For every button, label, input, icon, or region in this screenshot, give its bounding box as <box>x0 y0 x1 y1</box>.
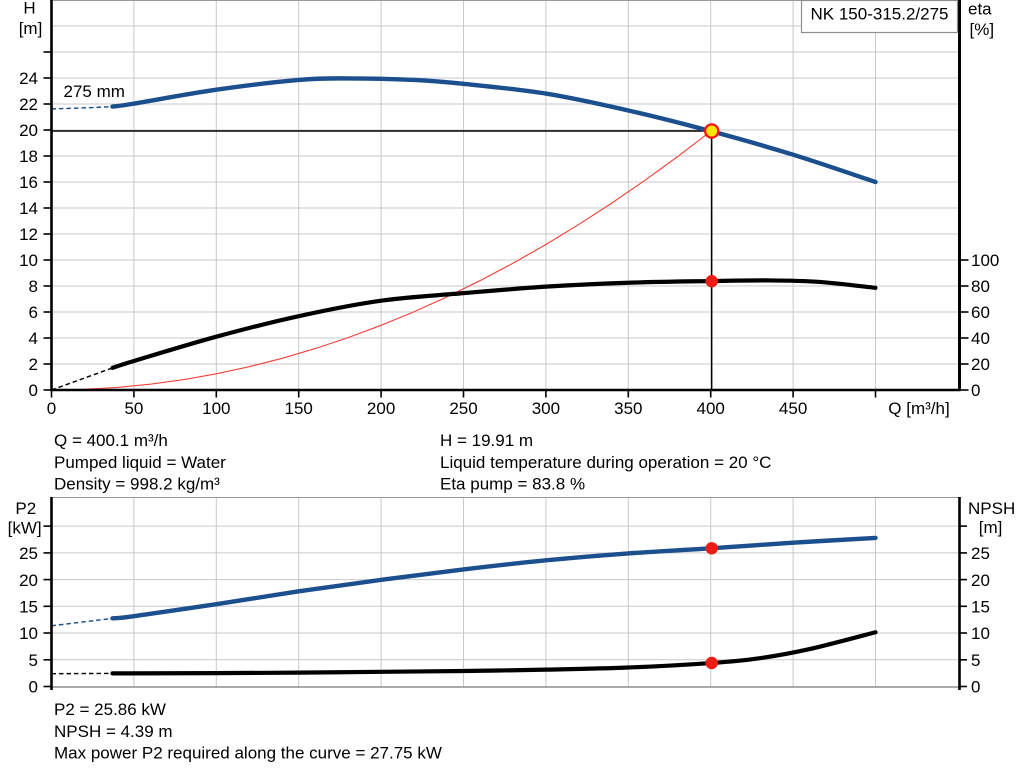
svg-text:350: 350 <box>614 399 642 418</box>
svg-text:6: 6 <box>29 303 38 322</box>
svg-text:P2: P2 <box>15 499 36 518</box>
svg-text:Liquid temperature during oper: Liquid temperature during operation = 20… <box>440 453 771 472</box>
svg-text:[kW]: [kW] <box>8 519 42 538</box>
svg-text:300: 300 <box>532 399 560 418</box>
svg-text:P2 = 25.86 kW: P2 = 25.86 kW <box>54 700 166 719</box>
svg-text:0: 0 <box>29 381 38 400</box>
svg-text:400: 400 <box>697 399 725 418</box>
svg-text:[m]: [m] <box>979 518 1003 537</box>
svg-text:0: 0 <box>29 678 38 697</box>
svg-text:275 mm: 275 mm <box>64 82 125 101</box>
svg-text:200: 200 <box>367 399 395 418</box>
svg-text:14: 14 <box>19 199 38 218</box>
svg-text:60: 60 <box>971 303 990 322</box>
svg-text:0: 0 <box>971 381 980 400</box>
svg-text:Q = 400.1 m³/h: Q = 400.1 m³/h <box>54 431 168 450</box>
svg-text:5: 5 <box>29 651 38 670</box>
svg-text:50: 50 <box>124 399 143 418</box>
svg-text:Q [m³/h]: Q [m³/h] <box>888 399 949 418</box>
svg-text:24: 24 <box>19 69 38 88</box>
svg-text:eta: eta <box>968 0 992 19</box>
svg-text:10: 10 <box>19 251 38 270</box>
svg-text:2: 2 <box>29 355 38 374</box>
svg-text:NK 150-315.2/275: NK 150-315.2/275 <box>811 5 949 24</box>
svg-text:40: 40 <box>971 329 990 348</box>
svg-text:100: 100 <box>202 399 230 418</box>
svg-text:150: 150 <box>285 399 313 418</box>
svg-text:15: 15 <box>971 598 990 617</box>
svg-text:250: 250 <box>449 399 477 418</box>
svg-text:22: 22 <box>19 95 38 114</box>
svg-text:80: 80 <box>971 277 990 296</box>
svg-text:H: H <box>23 0 35 18</box>
svg-text:100: 100 <box>971 251 999 270</box>
svg-text:4: 4 <box>29 329 38 348</box>
svg-text:NPSH = 4.39 m: NPSH = 4.39 m <box>54 722 173 741</box>
svg-text:25: 25 <box>971 544 990 563</box>
svg-text:0: 0 <box>47 399 56 418</box>
svg-text:Eta pump = 83.8 %: Eta pump = 83.8 % <box>440 475 585 494</box>
svg-text:20: 20 <box>19 121 38 140</box>
svg-text:5: 5 <box>971 651 980 670</box>
svg-text:NPSH: NPSH <box>968 499 1015 518</box>
svg-text:20: 20 <box>19 571 38 590</box>
svg-text:12: 12 <box>19 225 38 244</box>
svg-text:450: 450 <box>779 399 807 418</box>
svg-text:18: 18 <box>19 147 38 166</box>
svg-text:10: 10 <box>971 624 990 643</box>
svg-text:Max power P2 required along th: Max power P2 required along the curve = … <box>54 744 442 763</box>
svg-text:10: 10 <box>19 624 38 643</box>
svg-text:0: 0 <box>971 678 980 697</box>
svg-text:16: 16 <box>19 173 38 192</box>
svg-text:H = 19.91 m: H = 19.91 m <box>440 431 533 450</box>
svg-text:[m]: [m] <box>19 19 43 38</box>
svg-text:15: 15 <box>19 598 38 617</box>
svg-text:20: 20 <box>971 355 990 374</box>
svg-text:25: 25 <box>19 544 38 563</box>
svg-text:[%]: [%] <box>970 20 995 39</box>
svg-text:20: 20 <box>971 571 990 590</box>
svg-text:Pumped liquid = Water: Pumped liquid = Water <box>54 453 226 472</box>
svg-text:8: 8 <box>29 277 38 296</box>
svg-text:Density = 998.2 kg/m³: Density = 998.2 kg/m³ <box>54 475 220 494</box>
